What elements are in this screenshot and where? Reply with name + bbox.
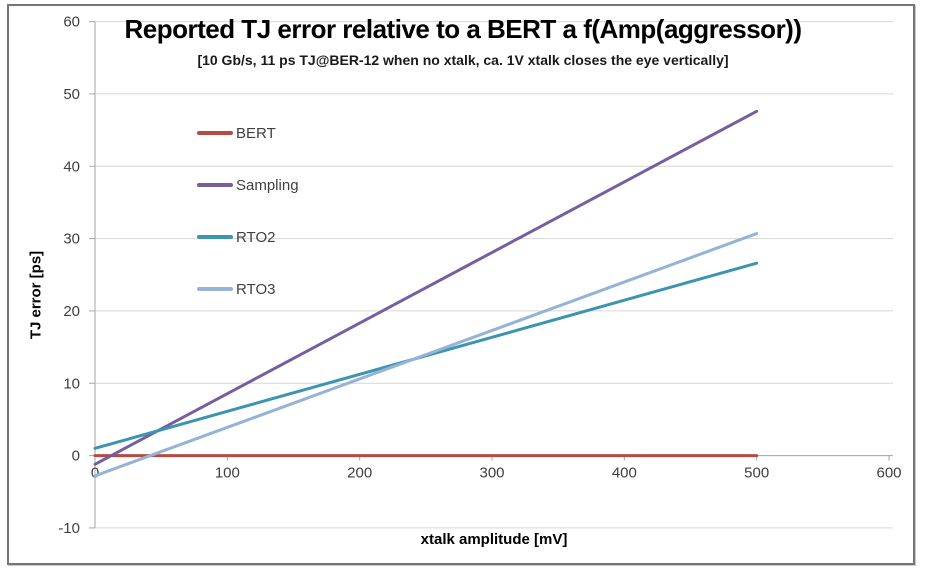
chart-title: Reported TJ error relative to a BERT a f… bbox=[124, 14, 802, 44]
legend-line-swatch-rto3 bbox=[197, 287, 233, 291]
legend-line-swatch-rto2 bbox=[197, 235, 233, 239]
y-tick-label-40: 40 bbox=[63, 158, 80, 175]
y-tick-label-20: 20 bbox=[63, 303, 80, 320]
x-tick-label-0: 0 bbox=[91, 465, 99, 482]
legend-label: RTO3 bbox=[236, 280, 276, 298]
legend-item-sampling: Sampling bbox=[197, 159, 299, 211]
legend-line-swatch-bert bbox=[197, 131, 233, 135]
legend-item-rto2: RTO2 bbox=[197, 211, 299, 263]
x-axis-title: xtalk amplitude [mV] bbox=[420, 531, 568, 548]
y-tick-label-50: 50 bbox=[63, 86, 80, 103]
x-tick-label-400: 400 bbox=[612, 465, 637, 482]
legend-item-bert: BERT bbox=[197, 107, 299, 159]
legend-label: RTO2 bbox=[236, 228, 276, 246]
y-tick-label-0: 0 bbox=[72, 448, 80, 465]
y-tick-label-10: 10 bbox=[63, 375, 80, 392]
x-tick-label-200: 200 bbox=[347, 465, 372, 482]
x-tick-label-600: 600 bbox=[876, 465, 901, 482]
legend-label: BERT bbox=[236, 124, 276, 142]
x-tick-label-500: 500 bbox=[744, 465, 769, 482]
series-line-rto3 bbox=[93, 232, 759, 478]
legend-label: Sampling bbox=[236, 176, 299, 194]
chart-subtitle: [10 Gb/s, 11 ps TJ@BER-12 when no xtalk,… bbox=[197, 52, 729, 68]
x-tick-label-100: 100 bbox=[215, 465, 240, 482]
legend: BERT Sampling RTO2 RTO3 bbox=[197, 107, 299, 315]
x-tick-label-300: 300 bbox=[479, 465, 504, 482]
series-line-sampling bbox=[93, 109, 759, 466]
y-tick-label-60: 60 bbox=[63, 14, 80, 31]
y-tick-label-30: 30 bbox=[63, 231, 80, 248]
legend-item-rto3: RTO3 bbox=[197, 263, 299, 315]
chart-border-frame bbox=[7, 4, 915, 565]
y-axis-title: TJ error [ps] bbox=[27, 250, 45, 340]
legend-line-swatch-sampling bbox=[197, 183, 233, 187]
y-tick-label--10: -10 bbox=[58, 520, 80, 537]
